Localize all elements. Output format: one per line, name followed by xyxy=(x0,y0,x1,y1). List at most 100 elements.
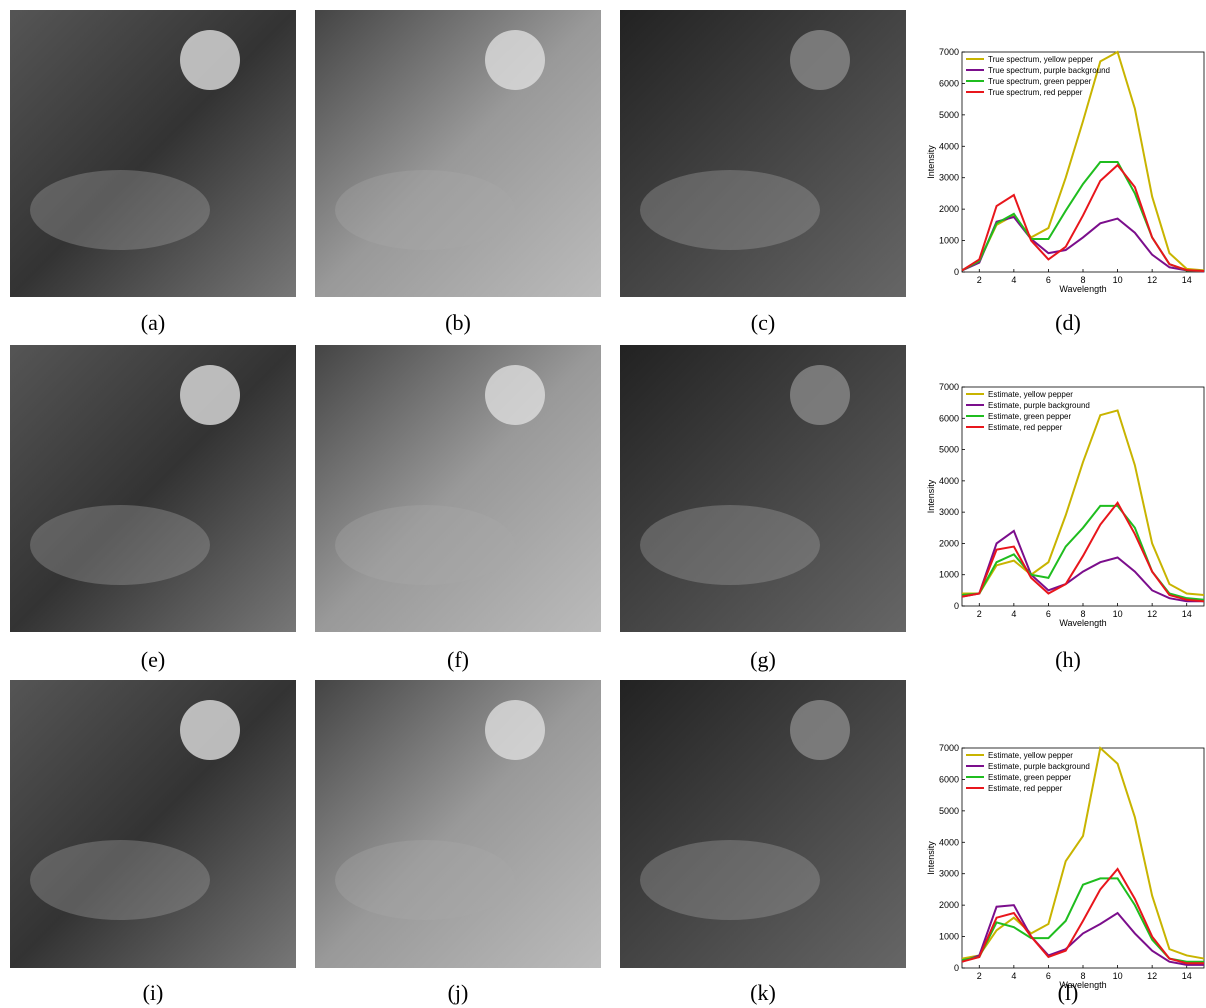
caption: (h) xyxy=(1055,647,1081,672)
y-axis-label: Intensity xyxy=(926,145,936,179)
x-tick-label: 4 xyxy=(1011,275,1016,285)
y-tick-label: 4000 xyxy=(939,476,959,486)
x-tick-label: 10 xyxy=(1113,971,1123,981)
caption: (c) xyxy=(751,310,775,335)
y-tick-label: 2000 xyxy=(939,538,959,548)
caption: (b) xyxy=(445,310,471,335)
image-panel xyxy=(10,345,296,632)
x-axis-label: Wavelength xyxy=(1059,980,1106,990)
legend-label: True spectrum, yellow pepper xyxy=(988,55,1093,64)
image-panel xyxy=(10,680,296,968)
x-tick-label: 14 xyxy=(1182,971,1192,981)
caption: (e) xyxy=(141,647,165,672)
y-tick-label: 4000 xyxy=(939,141,959,151)
y-tick-label: 0 xyxy=(954,601,959,611)
x-tick-label: 2 xyxy=(977,971,982,981)
y-tick-label: 6000 xyxy=(939,774,959,784)
y-tick-label: 3000 xyxy=(939,869,959,879)
y-tick-label: 5000 xyxy=(939,110,959,120)
y-axis-label: Intensity xyxy=(926,841,936,875)
image-shape xyxy=(485,365,545,425)
legend-label: Estimate, red pepper xyxy=(988,784,1063,793)
y-tick-label: 0 xyxy=(954,267,959,277)
image-panel xyxy=(315,10,601,297)
x-tick-label: 2 xyxy=(977,275,982,285)
x-tick-label: 2 xyxy=(977,609,982,619)
x-tick-label: 12 xyxy=(1147,275,1157,285)
image-shape xyxy=(335,840,515,920)
legend-label: True spectrum, purple background xyxy=(988,66,1110,75)
y-tick-label: 2000 xyxy=(939,900,959,910)
legend-label: True spectrum, green pepper xyxy=(988,77,1092,86)
y-axis-label: Intensity xyxy=(926,479,936,513)
y-tick-label: 4000 xyxy=(939,837,959,847)
image-panel xyxy=(315,345,601,632)
y-tick-label: 5000 xyxy=(939,445,959,455)
x-tick-label: 4 xyxy=(1011,609,1016,619)
image-shape xyxy=(485,30,545,90)
image-shape xyxy=(30,170,210,250)
y-tick-label: 1000 xyxy=(939,932,959,942)
image-shape xyxy=(335,170,515,250)
x-tick-label: 4 xyxy=(1011,971,1016,981)
caption: (a) xyxy=(141,310,165,335)
series-line xyxy=(962,165,1204,271)
x-tick-label: 12 xyxy=(1147,609,1157,619)
legend-label: Estimate, green pepper xyxy=(988,412,1071,421)
x-tick-label: 10 xyxy=(1113,275,1123,285)
image-shape xyxy=(30,505,210,585)
x-axis-label: Wavelength xyxy=(1059,618,1106,628)
legend-label: Estimate, green pepper xyxy=(988,773,1071,782)
caption: (j) xyxy=(448,980,469,1005)
x-tick-label: 14 xyxy=(1182,609,1192,619)
y-tick-label: 5000 xyxy=(939,806,959,816)
y-tick-label: 7000 xyxy=(939,382,959,392)
y-tick-label: 6000 xyxy=(939,413,959,423)
image-panel xyxy=(620,680,906,968)
x-tick-label: 6 xyxy=(1046,609,1051,619)
y-tick-label: 7000 xyxy=(939,743,959,753)
legend-label: Estimate, purple background xyxy=(988,762,1090,771)
image-shape xyxy=(485,700,545,760)
y-tick-label: 6000 xyxy=(939,78,959,88)
caption: (f) xyxy=(447,647,469,672)
legend-label: Estimate, yellow pepper xyxy=(988,390,1073,399)
caption: (g) xyxy=(750,647,776,672)
figure: (a)(b)(c)(d)0100020003000400050006000700… xyxy=(0,0,1206,1008)
legend-label: Estimate, red pepper xyxy=(988,423,1063,432)
y-tick-label: 2000 xyxy=(939,204,959,214)
image-shape xyxy=(790,700,850,760)
x-tick-label: 6 xyxy=(1046,971,1051,981)
image-shape xyxy=(790,30,850,90)
series-line xyxy=(962,506,1204,600)
legend-label: Estimate, purple background xyxy=(988,401,1090,410)
series-line xyxy=(962,869,1204,963)
image-shape xyxy=(640,170,820,250)
y-tick-label: 0 xyxy=(954,963,959,973)
series-line xyxy=(962,410,1204,595)
image-shape xyxy=(640,505,820,585)
image-shape xyxy=(180,365,240,425)
caption: (k) xyxy=(750,980,776,1005)
image-panel xyxy=(620,10,906,297)
x-tick-label: 12 xyxy=(1147,971,1157,981)
y-tick-label: 7000 xyxy=(939,47,959,57)
image-shape xyxy=(640,840,820,920)
image-shape xyxy=(180,700,240,760)
x-tick-label: 14 xyxy=(1182,275,1192,285)
image-shape xyxy=(335,505,515,585)
image-panel xyxy=(10,10,296,297)
image-panel xyxy=(620,345,906,632)
image-shape xyxy=(180,30,240,90)
x-tick-label: 6 xyxy=(1046,275,1051,285)
y-tick-label: 1000 xyxy=(939,236,959,246)
image-shape xyxy=(30,840,210,920)
caption: (i) xyxy=(143,980,164,1005)
caption: (d) xyxy=(1055,310,1081,335)
x-axis-label: Wavelength xyxy=(1059,284,1106,294)
series-line xyxy=(962,503,1204,602)
y-tick-label: 3000 xyxy=(939,507,959,517)
image-shape xyxy=(790,365,850,425)
legend-label: True spectrum, red pepper xyxy=(988,88,1083,97)
y-tick-label: 1000 xyxy=(939,570,959,580)
